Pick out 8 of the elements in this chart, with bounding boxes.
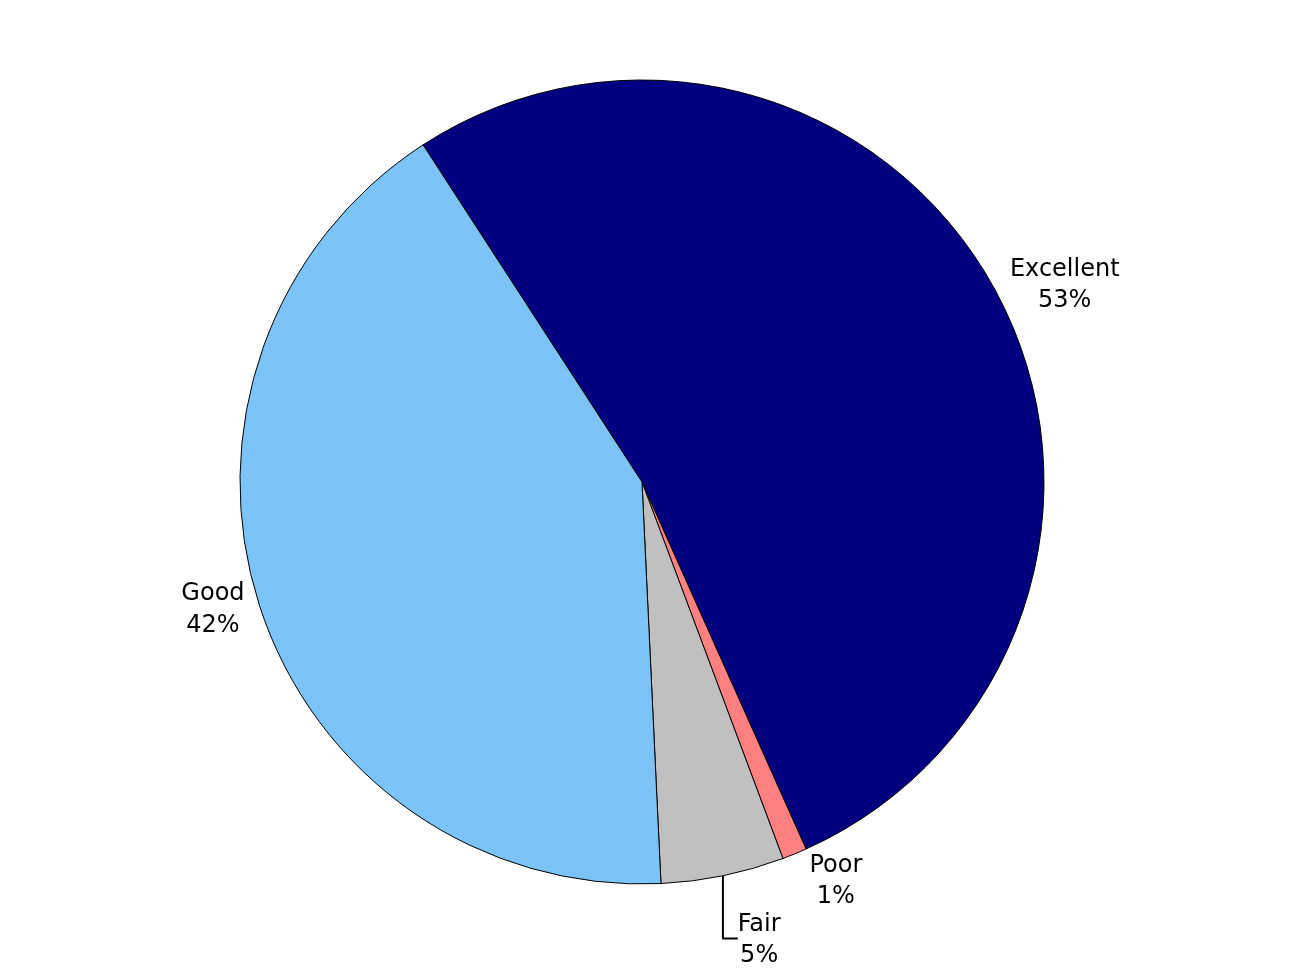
data-label: 1% [816, 880, 855, 909]
data-label: 42% [186, 609, 240, 638]
slice-label: Excellent [1009, 253, 1120, 282]
slice-label: Poor [809, 849, 863, 878]
slice-label: Good [181, 578, 245, 607]
data-label: 53% [1038, 284, 1092, 313]
slice-label: Fair [737, 908, 781, 937]
data-label: 5% [740, 940, 779, 969]
